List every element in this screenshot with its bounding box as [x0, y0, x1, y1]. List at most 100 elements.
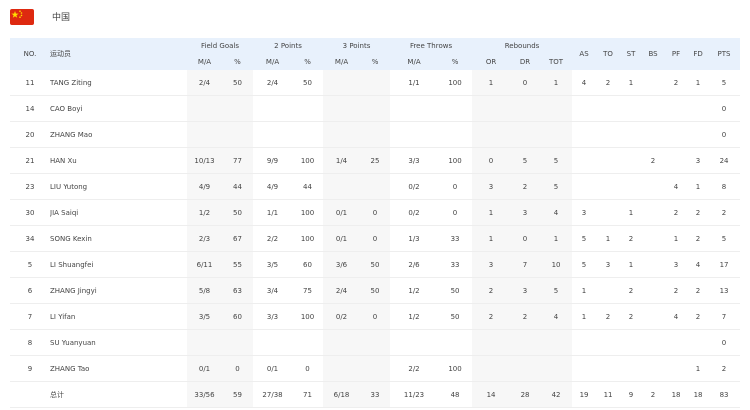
cell-2p-ma: 2/2: [253, 225, 293, 252]
cell-to: 2: [596, 70, 621, 96]
cell-dr: 28: [510, 381, 541, 408]
cell-bs: [642, 121, 665, 148]
cell-to: [596, 199, 621, 226]
cell-st: [620, 329, 643, 356]
player-row: 30 JIA Saiqi 1/2 50 1/1 100 0/1 0 0/2 0 1 3 4 3 1 2 2 2: [10, 199, 741, 226]
cell-2p-pct: 100: [292, 147, 324, 174]
cell-2p-pct: [292, 95, 324, 122]
cell-ft-ma: [390, 329, 439, 356]
cell-ft-pct: 100: [438, 147, 473, 174]
cell-3p-pct: 0: [360, 303, 391, 330]
cell-3p-ma: 0/1: [323, 199, 361, 226]
cell-2p-ma: 0/1: [253, 355, 293, 382]
cell-3p-pct: 50: [360, 251, 391, 278]
cell-player: ZHANG Jingyi: [50, 277, 187, 304]
cell-no: 5: [10, 251, 50, 278]
cell-st: 1: [620, 199, 643, 226]
cell-to: [596, 329, 621, 356]
cell-2p-pct: 44: [292, 173, 324, 200]
cell-no: [10, 381, 50, 408]
cell-tot: 1: [540, 225, 573, 252]
cell-2p-ma: 2/4: [253, 70, 293, 96]
cell-fd: 2: [688, 303, 709, 330]
cell-fg-ma: 2/3: [187, 225, 222, 252]
cell-no: 21: [10, 147, 50, 174]
cell-fg-ma: 33/56: [187, 381, 222, 408]
cell-or: 1: [472, 199, 511, 226]
cell-fd: 2: [688, 277, 709, 304]
totals-row: 总计 33/56 59 27/38 71 6/18 33 11/23 48 14 28 42 19 11 9…: [10, 381, 741, 408]
cell-tot: 10: [540, 251, 573, 278]
header-field-goals: Field Goals: [187, 38, 254, 54]
cell-2p-pct: 71: [292, 381, 324, 408]
header-no: NO.: [10, 38, 50, 70]
cell-2p-ma: 9/9: [253, 147, 293, 174]
cell-player: JIA Saiqi: [50, 199, 187, 226]
cell-fd: 3: [688, 147, 709, 174]
cell-3p-ma: [323, 329, 361, 356]
cell-fg-pct: 77: [222, 147, 254, 174]
cell-no: 9: [10, 355, 50, 382]
cell-3p-pct: [360, 95, 391, 122]
cell-tot: [540, 121, 573, 148]
cell-dr: 7: [510, 251, 541, 278]
player-row: 9 ZHANG Tao 0/1 0 0/1 0 2/2 100 1 2: [10, 355, 741, 382]
cell-ft-pct: 50: [438, 303, 473, 330]
cell-2p-ma: [253, 121, 293, 148]
cell-3p-pct: 50: [360, 277, 391, 304]
cell-2p-pct: 100: [292, 303, 324, 330]
header-player: 运动员: [50, 38, 187, 70]
cell-as: 3: [572, 199, 597, 226]
cell-or: [472, 95, 511, 122]
cell-3p-pct: [360, 70, 391, 96]
cell-ft-ma: 1/2: [390, 277, 439, 304]
cell-ft-ma: 1/3: [390, 225, 439, 252]
player-row: 8 SU Yuanyuan 0: [10, 329, 741, 356]
cell-pts: 2: [708, 355, 741, 382]
cell-3p-pct: [360, 329, 391, 356]
cell-as: 5: [572, 225, 597, 252]
cell-fg-ma: 0/1: [187, 355, 222, 382]
cell-no: 8: [10, 329, 50, 356]
cell-3p-pct: 25: [360, 147, 391, 174]
cell-fg-ma: 6/11: [187, 251, 222, 278]
cell-3p-pct: [360, 355, 391, 382]
header-3p-pct: %: [360, 54, 391, 70]
team-header: 中国: [10, 8, 70, 25]
cell-ft-ma: 1/2: [390, 303, 439, 330]
cell-pts: 5: [708, 225, 741, 252]
cell-tot: 1: [540, 70, 573, 96]
cell-ft-pct: 100: [438, 70, 473, 96]
cell-no: 34: [10, 225, 50, 252]
cell-dr: 0: [510, 225, 541, 252]
player-row: 11 TANG Ziting 2/4 50 2/4 50 1/1 100 1 0 1 4 2 1 2 1 5: [10, 70, 741, 96]
cell-st: 2: [620, 277, 643, 304]
cell-or: 14: [472, 381, 511, 408]
cell-3p-pct: 0: [360, 199, 391, 226]
cell-3p-ma: 0/1: [323, 225, 361, 252]
header-rebounds: Rebounds: [472, 38, 573, 54]
cell-bs: [642, 199, 665, 226]
cell-or: [472, 355, 511, 382]
cell-fg-pct: 50: [222, 70, 254, 96]
cell-fd: 1: [688, 355, 709, 382]
cell-fg-pct: [222, 121, 254, 148]
cell-pts: 5: [708, 70, 741, 96]
cell-pts: 2: [708, 199, 741, 226]
cell-bs: [642, 355, 665, 382]
cell-dr: 0: [510, 70, 541, 96]
cell-dr: [510, 121, 541, 148]
cell-pts: 24: [708, 147, 741, 174]
player-row: 21 HAN Xu 10/13 77 9/9 100 1/4 25 3/3 100 0 5 5 2 3 24: [10, 147, 741, 174]
cell-pts: 0: [708, 95, 741, 122]
cell-bs: [642, 225, 665, 252]
header-2p-pct: %: [292, 54, 324, 70]
cell-to: [596, 147, 621, 174]
cell-as: [572, 147, 597, 174]
cell-pts: 83: [708, 381, 741, 408]
player-row: 6 ZHANG Jingyi 5/8 63 3/4 75 2/4 50 1/2 50 2 3 5 1 2 2 2…: [10, 277, 741, 304]
cell-st: 2: [620, 303, 643, 330]
cell-player: ZHANG Mao: [50, 121, 187, 148]
cell-ft-ma: 2/6: [390, 251, 439, 278]
header-or: OR: [472, 54, 511, 70]
